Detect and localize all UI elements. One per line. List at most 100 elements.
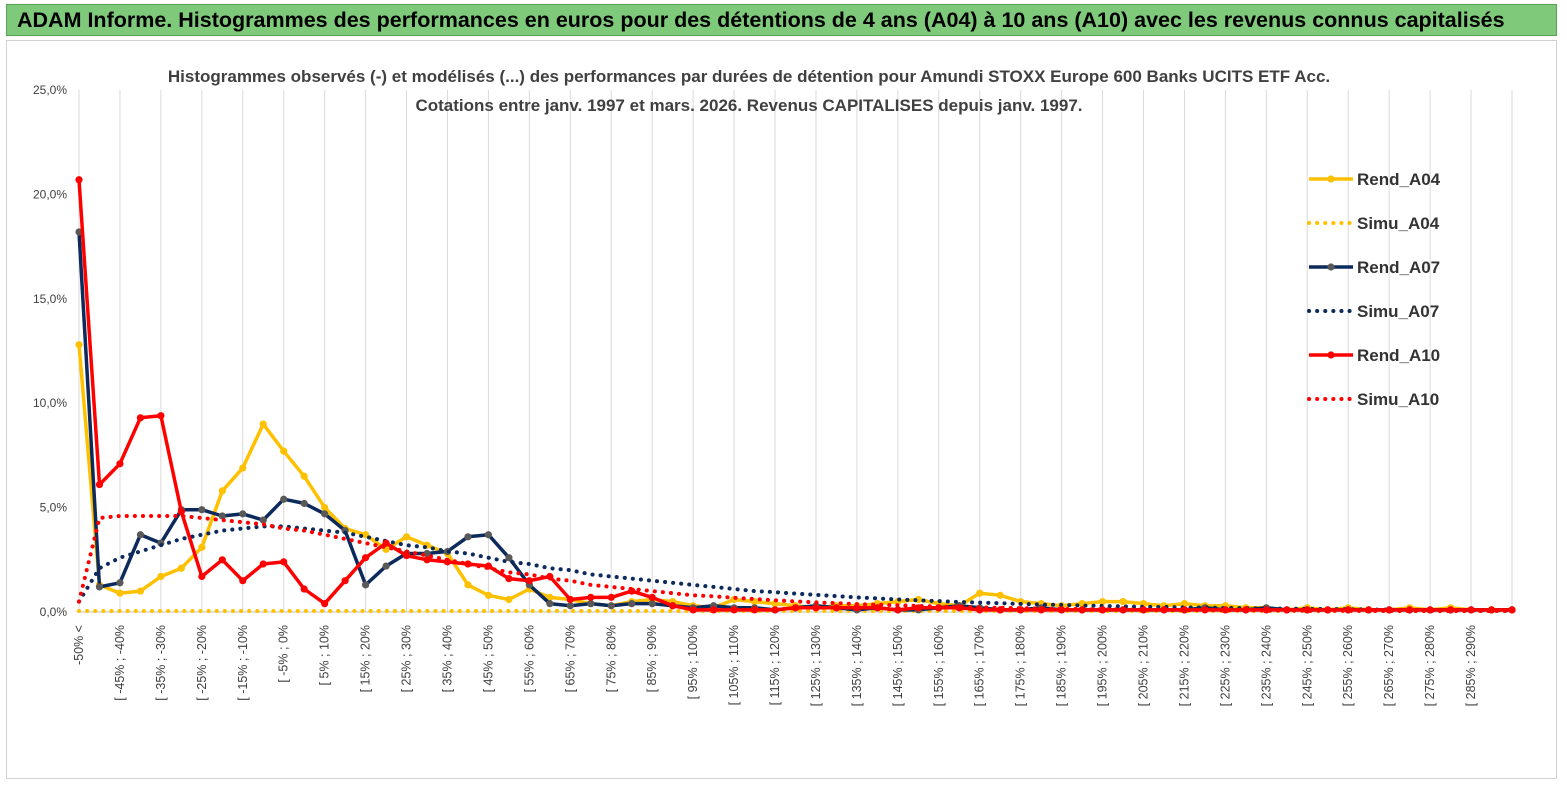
- data-point: [464, 533, 472, 541]
- series-line: [77, 514, 1514, 613]
- data-point: [259, 516, 267, 524]
- data-point: [710, 606, 718, 614]
- data-point: [730, 606, 738, 614]
- series-rend-a10: [75, 176, 1516, 614]
- data-point: [95, 583, 104, 591]
- data-point: [464, 581, 472, 589]
- data-point: [1139, 606, 1148, 614]
- x-tick-label: [ 205% ; 210%: [1137, 625, 1151, 706]
- series-line: [77, 231, 1512, 612]
- x-tick-label: [ 15% ; 20%: [359, 625, 373, 692]
- data-point: [484, 531, 493, 539]
- y-tick-label: 0,0%: [40, 605, 68, 619]
- data-point: [116, 589, 124, 597]
- x-tick-label: [ 285% ; 290%: [1464, 625, 1478, 706]
- data-point: [218, 556, 226, 564]
- report-banner-title: ADAM Informe. Histogrammes des performan…: [6, 4, 1557, 36]
- data-point: [546, 600, 554, 608]
- data-point: [116, 579, 124, 587]
- data-point: [300, 585, 308, 593]
- data-point: [300, 472, 308, 480]
- y-tick-label: 25,0%: [33, 83, 67, 97]
- x-tick-label: [ 45% ; 50%: [481, 625, 495, 692]
- data-point: [259, 420, 267, 428]
- data-point: [157, 412, 165, 420]
- data-point: [996, 591, 1004, 599]
- data-point: [280, 447, 288, 455]
- data-point: [628, 600, 636, 608]
- series-simu-a07: [77, 524, 1514, 613]
- x-tick-label: [ 65% ; 70%: [563, 625, 577, 692]
- data-point: [1098, 597, 1107, 606]
- series-line: [77, 179, 1512, 612]
- data-point: [546, 593, 554, 601]
- data-point: [259, 560, 267, 568]
- data-point: [566, 602, 574, 610]
- data-point: [300, 499, 308, 508]
- data-point: [382, 562, 390, 570]
- legend-marker: [1327, 263, 1335, 271]
- data-point: [239, 464, 247, 472]
- data-point: [198, 543, 206, 551]
- x-tick-label: [ -35% ; -30%: [154, 625, 168, 701]
- legend-marker: [1327, 175, 1335, 183]
- legend-entry: Rend_A07: [1309, 258, 1440, 277]
- data-point: [423, 549, 431, 558]
- data-point: [402, 533, 411, 541]
- data-point: [976, 589, 984, 597]
- legend-label: Rend_A07: [1357, 258, 1440, 277]
- data-point: [198, 572, 206, 581]
- x-tick-label: [ 125% ; 130%: [809, 625, 823, 706]
- data-point: [812, 604, 820, 612]
- data-point: [75, 176, 83, 184]
- x-tick-label: [ 255% ; 260%: [1341, 625, 1355, 706]
- x-tick-label: [ 25% ; 30%: [400, 625, 414, 692]
- x-axis: -50% < [ -45% ; -40% [ -35% ; -30% [ -25% ;…: [72, 625, 1478, 706]
- data-point: [95, 481, 104, 489]
- data-point: [116, 460, 124, 468]
- data-point: [587, 600, 595, 608]
- data-point: [218, 487, 226, 495]
- x-tick-label: [ 245% ; 250%: [1300, 625, 1314, 706]
- legend-label: Simu_A10: [1357, 390, 1439, 409]
- y-tick-label: 20,0%: [33, 187, 67, 201]
- y-tick-label: 10,0%: [33, 396, 67, 410]
- data-point: [1508, 606, 1516, 614]
- data-point: [218, 512, 226, 520]
- data-point: [136, 414, 145, 422]
- x-tick-label: [ 185% ; 190%: [1055, 625, 1069, 706]
- y-axis: 0,0% 5,0% 10,0% 15,0% 20,0% 25,0%: [33, 83, 67, 619]
- grid-layer: [78, 90, 1513, 613]
- x-tick-label: [ 85% ; 90%: [645, 625, 659, 692]
- legend-entry: Simu_A07: [1307, 302, 1439, 321]
- data-point: [894, 606, 902, 614]
- data-point: [648, 600, 656, 608]
- x-tick-label: [ 155% ; 160%: [932, 625, 946, 706]
- legend-marker: [1327, 351, 1335, 359]
- data-point: [341, 577, 349, 585]
- data-point: [321, 504, 329, 512]
- x-tick-label: [ 95% ; 100%: [686, 625, 700, 699]
- data-point: [791, 604, 800, 612]
- legend-entry: Rend_A10: [1309, 346, 1440, 365]
- data-point: [566, 595, 574, 604]
- x-tick-label: [ 265% ; 270%: [1382, 625, 1396, 706]
- x-tick-label: [ 115% ; 120%: [768, 625, 782, 705]
- series-rend-a07: [75, 228, 1516, 614]
- data-point: [525, 577, 533, 585]
- data-point: [321, 600, 329, 608]
- series-line: [77, 524, 1514, 613]
- x-tick-label: [ 225% ; 230%: [1218, 625, 1232, 706]
- y-tick-label: 15,0%: [33, 292, 67, 306]
- data-point: [1262, 606, 1270, 614]
- data-point: [362, 554, 370, 562]
- x-tick-label: [ 275% ; 280%: [1423, 625, 1437, 706]
- data-point: [505, 574, 513, 583]
- data-point: [587, 593, 595, 601]
- data-point: [1119, 597, 1127, 606]
- data-point: [382, 539, 390, 547]
- legend-label: Simu_A04: [1357, 214, 1440, 233]
- x-tick-label: [ 215% ; 220%: [1177, 625, 1191, 706]
- x-tick-label: [ 5% ; 10%: [318, 625, 332, 685]
- data-point: [362, 581, 370, 589]
